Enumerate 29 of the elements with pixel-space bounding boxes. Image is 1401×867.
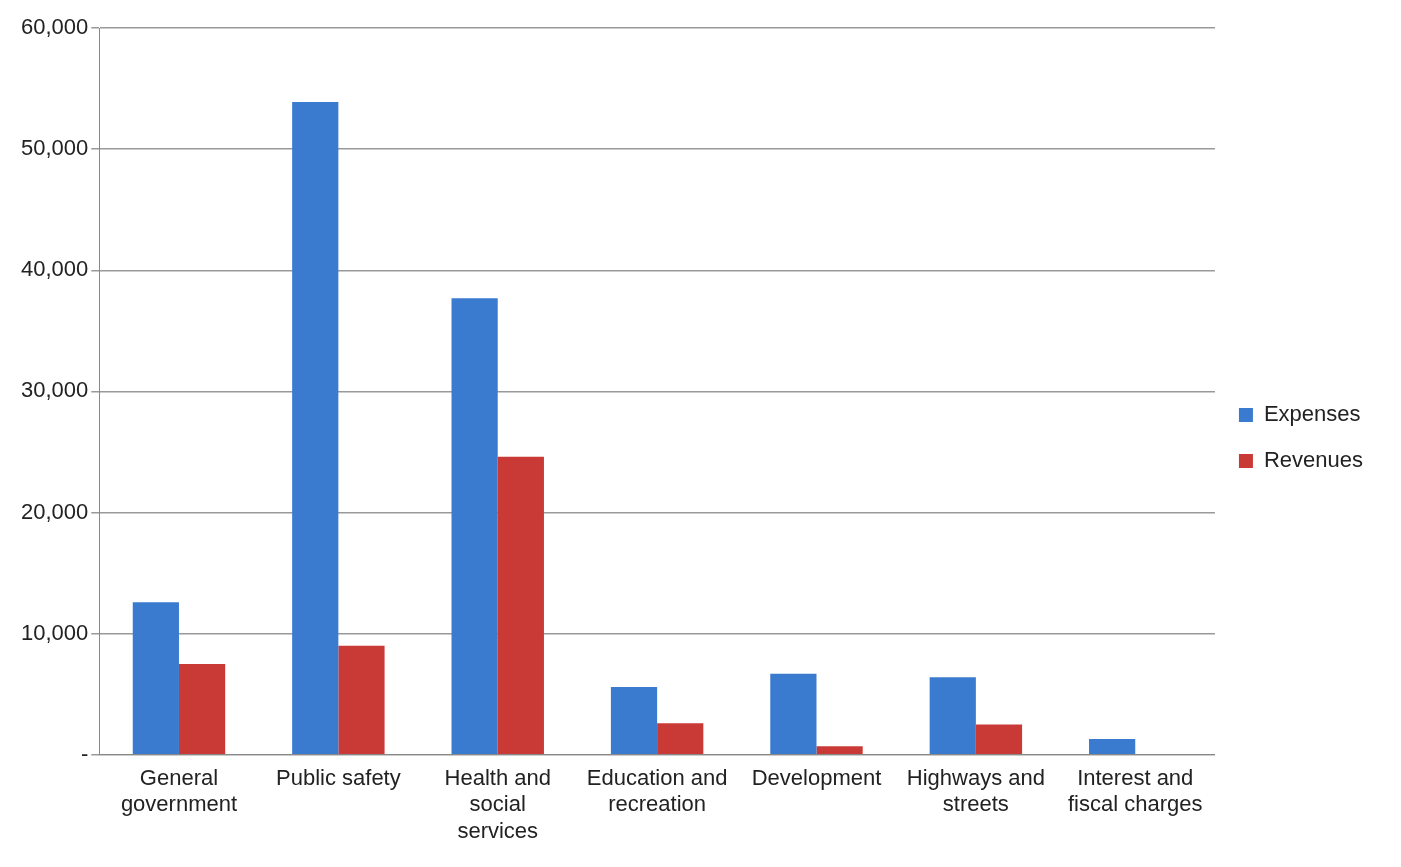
x-tick-label: General government <box>120 765 238 817</box>
y-tick-label: - <box>80 740 89 766</box>
bar <box>132 602 179 755</box>
x-tick-label: Education and recreation <box>586 765 728 817</box>
bar <box>1089 739 1136 755</box>
bar <box>451 298 498 755</box>
x-tick-label: Development <box>751 765 882 791</box>
y-tick-label: 50,000 <box>20 135 89 161</box>
bar <box>929 677 976 755</box>
bar <box>975 724 1023 755</box>
y-tick-label: 60,000 <box>20 14 89 40</box>
legend-label: Expenses <box>1263 401 1361 427</box>
bar <box>770 673 817 755</box>
x-tick-label: Public safety <box>275 765 401 791</box>
bar <box>657 723 704 755</box>
x-tick-label: Highways and streets <box>906 765 1045 817</box>
x-tick-label: Health and social services <box>444 765 551 843</box>
y-tick-label: 10,000 <box>20 619 89 645</box>
y-tick-label: 40,000 <box>20 256 89 282</box>
bar <box>610 686 658 755</box>
bar <box>178 663 226 755</box>
bar <box>497 456 544 755</box>
bar <box>292 101 339 755</box>
y-tick-label: 30,000 <box>20 377 89 403</box>
legend-label: Revenues <box>1263 447 1364 473</box>
x-tick-label: Interest and fiscal charges <box>1067 765 1203 817</box>
bar <box>338 645 385 755</box>
bar <box>816 746 863 755</box>
y-tick-label: 20,000 <box>20 498 89 524</box>
